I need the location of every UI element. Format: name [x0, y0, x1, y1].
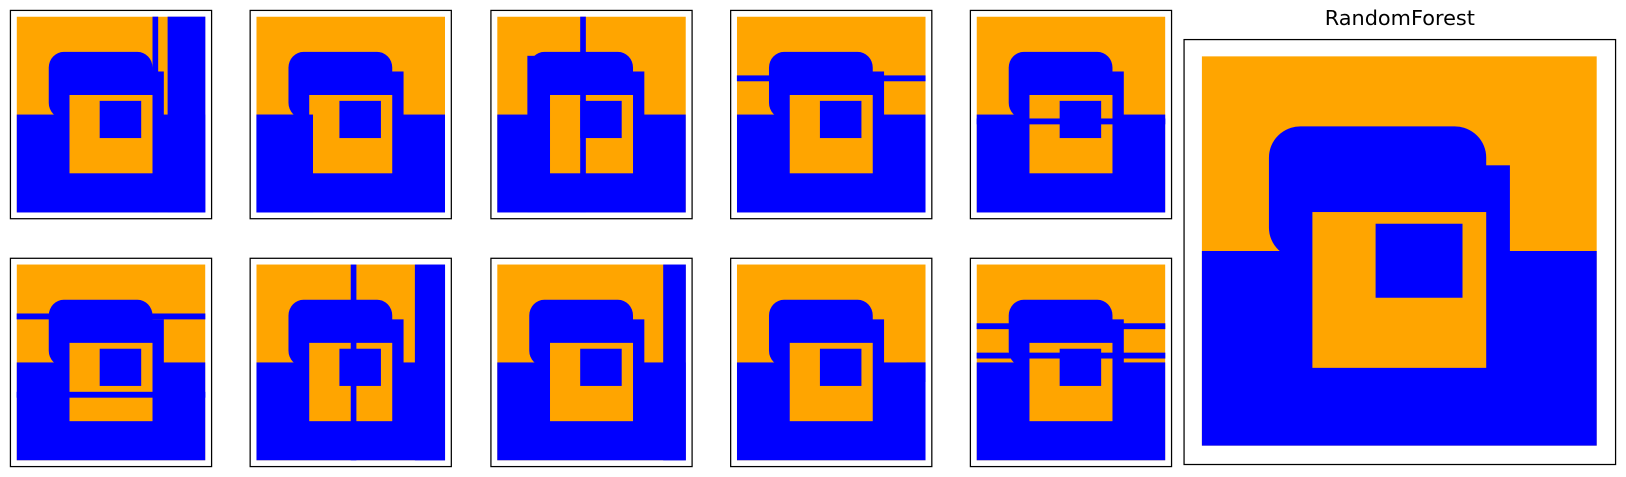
decision-region: [976, 264, 1166, 461]
region-artifact: [906, 362, 926, 383]
region-artifact: [663, 264, 686, 461]
region-artifact: [16, 391, 206, 398]
region-artifact: [976, 352, 1166, 359]
region-artifact: [350, 264, 357, 461]
small-panel: [969, 9, 1173, 220]
region-artifact: [152, 16, 159, 213]
small-panel: [730, 9, 933, 220]
region-artifact: [256, 114, 314, 213]
decision-region: [16, 264, 206, 461]
small-panel: [249, 9, 452, 220]
decision-region: [497, 16, 686, 213]
decision-region: [976, 16, 1166, 213]
region-artifact: [580, 16, 586, 213]
main-panel: RandomForest: [1183, 6, 1617, 466]
region-artifact: [16, 313, 206, 320]
small-panel: [9, 257, 213, 468]
small-panel: [9, 9, 213, 220]
region-artifact: [414, 264, 446, 461]
region-artifact: [976, 323, 1166, 330]
region-artifact: [527, 55, 551, 213]
small-panel: [730, 257, 933, 468]
panel-title: RandomForest: [1325, 6, 1475, 30]
region-artifact: [167, 16, 206, 213]
region-artifact: [976, 118, 1166, 125]
decision-region: [497, 264, 686, 461]
region-artifact: [736, 75, 926, 82]
small-panel: [490, 257, 693, 468]
small-panel: [490, 9, 693, 220]
small-panel: [969, 257, 1173, 468]
decision-region: [736, 264, 926, 461]
small-panels: [9, 9, 1173, 468]
decision-region: [736, 16, 926, 213]
small-panel: [249, 257, 452, 468]
decision-region: [1201, 56, 1597, 446]
